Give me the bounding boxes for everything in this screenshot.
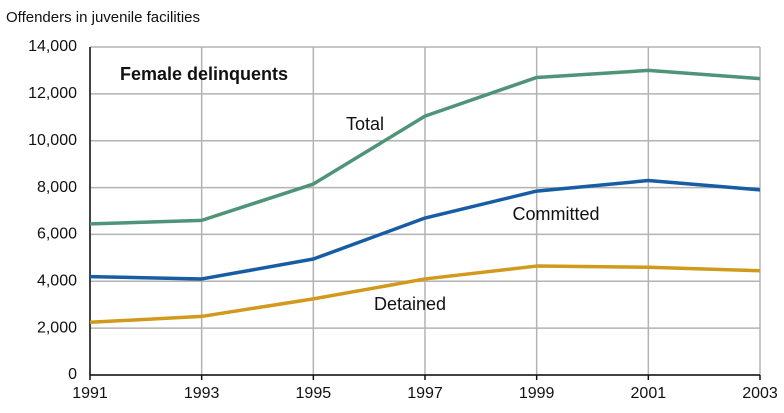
data-line xyxy=(89,178,761,281)
y-tick-label: 14,000 xyxy=(28,38,77,55)
y-tick-label: 0 xyxy=(68,366,77,383)
y-tick-label: 2,000 xyxy=(37,319,77,336)
y-axis-label: Offenders in juvenile facilities xyxy=(6,9,200,26)
x-tick-label: 1995 xyxy=(296,385,332,402)
x-tick-label: 2001 xyxy=(631,385,667,402)
x-tick-label: 2003 xyxy=(742,385,778,402)
y-tick-label: 4,000 xyxy=(37,273,77,290)
y-tick-label: 8,000 xyxy=(37,179,77,196)
series-label: Committed xyxy=(512,204,599,224)
x-tick-label: 1999 xyxy=(519,385,555,402)
data-line xyxy=(89,68,761,226)
y-tick-label: 12,000 xyxy=(28,85,77,102)
x-tick-label: 1993 xyxy=(184,385,220,402)
y-tick-label: 6,000 xyxy=(37,226,77,243)
chart-title: Female delinquents xyxy=(120,64,288,84)
x-tick-label: 1997 xyxy=(407,385,443,402)
x-tick-label: 1991 xyxy=(72,385,108,402)
data-line xyxy=(89,264,761,325)
series-label: Total xyxy=(346,114,384,134)
y-tick-label: 10,000 xyxy=(28,132,77,149)
series-label: Detained xyxy=(374,294,446,314)
